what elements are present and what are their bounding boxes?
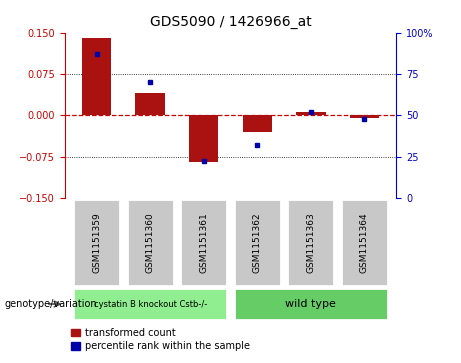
FancyBboxPatch shape [341,199,388,286]
FancyBboxPatch shape [287,199,334,286]
Text: GSM1151362: GSM1151362 [253,212,262,273]
Text: GSM1151364: GSM1151364 [360,212,369,273]
FancyBboxPatch shape [234,199,281,286]
Bar [296,113,325,115]
Bar [82,38,112,115]
Legend: transformed count, percentile rank within the sample: transformed count, percentile rank withi… [70,326,252,354]
Text: GSM1151363: GSM1151363 [306,212,315,273]
Bar [136,93,165,115]
Text: wild type: wild type [285,299,336,309]
FancyBboxPatch shape [180,199,227,286]
Bar [189,115,219,162]
Text: GSM1151360: GSM1151360 [146,212,155,273]
Text: GSM1151359: GSM1151359 [92,212,101,273]
Title: GDS5090 / 1426966_at: GDS5090 / 1426966_at [150,15,311,29]
FancyBboxPatch shape [127,199,174,286]
Bar [349,115,379,118]
Text: cystatin B knockout Cstb-/-: cystatin B knockout Cstb-/- [94,299,207,309]
FancyBboxPatch shape [234,288,388,320]
Text: genotype/variation: genotype/variation [5,299,97,309]
Text: GSM1151361: GSM1151361 [199,212,208,273]
Bar [242,115,272,132]
FancyBboxPatch shape [73,199,120,286]
FancyBboxPatch shape [73,288,227,320]
